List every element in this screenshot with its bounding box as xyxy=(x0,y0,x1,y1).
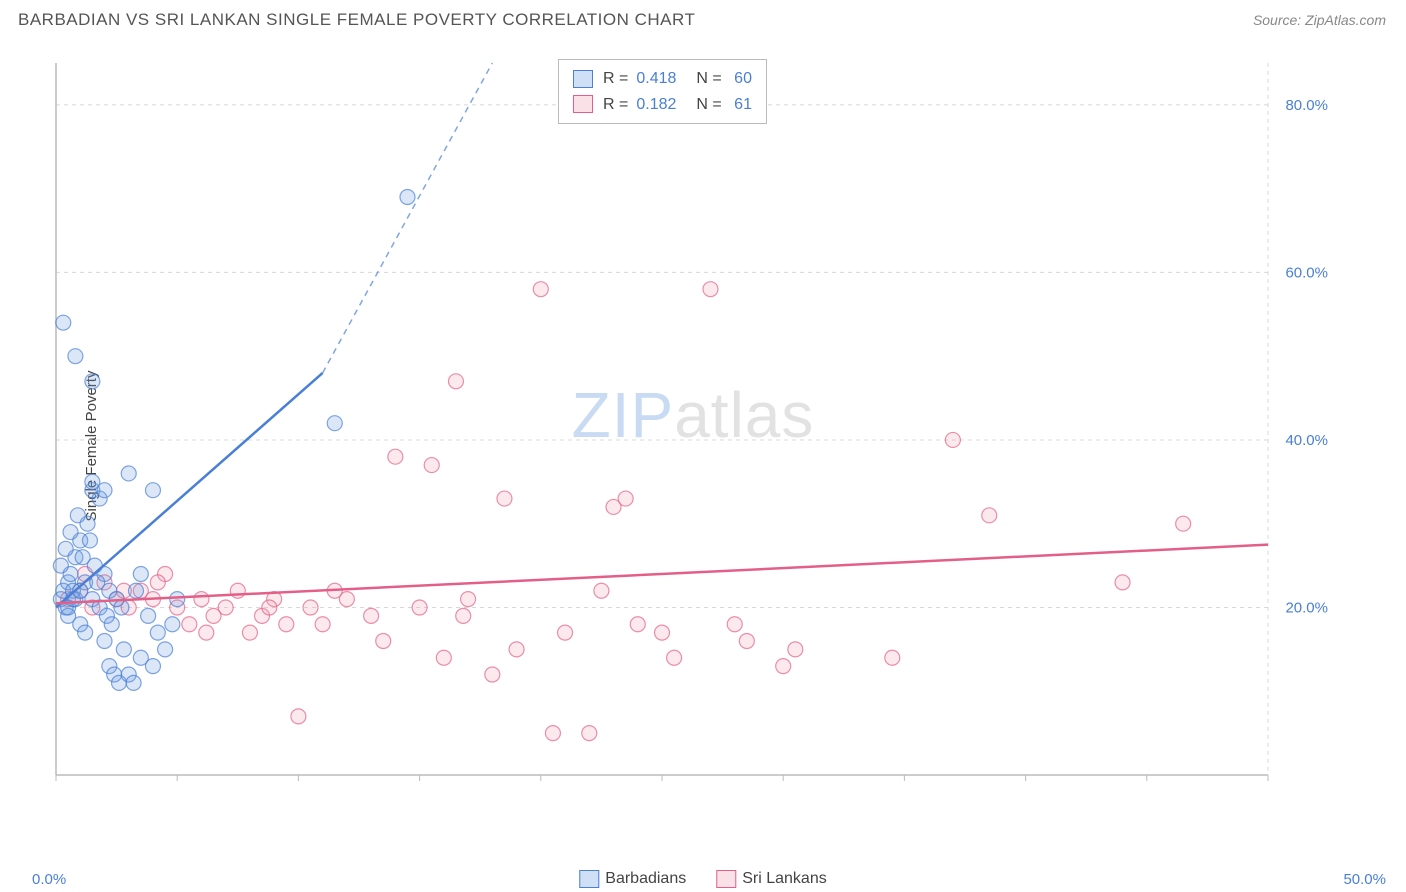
x-axis-start-label: 0.0% xyxy=(32,871,66,888)
series-legend: Barbadians Sri Lankans xyxy=(579,870,826,888)
n-label: N = xyxy=(696,92,721,118)
correlation-legend-row: R = 0.182 N = 61 xyxy=(573,92,752,118)
svg-text:60.0%: 60.0% xyxy=(1285,264,1328,281)
legend-label: Sri Lankans xyxy=(742,870,827,887)
svg-text:80.0%: 80.0% xyxy=(1285,97,1328,114)
correlation-legend-box: R = 0.418 N = 60 R = 0.182 N = 61 xyxy=(558,59,767,124)
legend-swatch xyxy=(573,70,593,88)
legend-swatch xyxy=(716,870,736,888)
x-axis-end-label: 50.0% xyxy=(1343,871,1386,888)
svg-text:20.0%: 20.0% xyxy=(1285,599,1328,616)
n-value: 61 xyxy=(730,92,752,118)
r-value: 0.182 xyxy=(636,92,676,118)
r-label: R = xyxy=(603,92,628,118)
chart-title: BARBADIAN VS SRI LANKAN SINGLE FEMALE PO… xyxy=(18,10,695,30)
legend-label: Barbadians xyxy=(605,870,686,887)
r-value: 0.418 xyxy=(636,66,676,92)
scatter-plot-svg: 20.0% 40.0% 60.0% 80.0% xyxy=(48,55,1338,805)
n-label: N = xyxy=(696,66,721,92)
legend-item: Sri Lankans xyxy=(716,870,827,888)
chart-plot-area: 20.0%40.0%60.0%80.0% ZIPatlas R =0.418N … xyxy=(48,55,1338,805)
chart-source: Source: ZipAtlas.com xyxy=(1253,12,1386,28)
legend-swatch xyxy=(573,95,593,113)
legend-item: Barbadians xyxy=(579,870,686,888)
legend-swatch xyxy=(579,870,599,888)
n-value: 60 xyxy=(730,66,752,92)
svg-text:40.0%: 40.0% xyxy=(1285,432,1328,449)
r-label: R = xyxy=(603,66,628,92)
correlation-legend-row: R = 0.418 N = 60 xyxy=(573,66,752,92)
